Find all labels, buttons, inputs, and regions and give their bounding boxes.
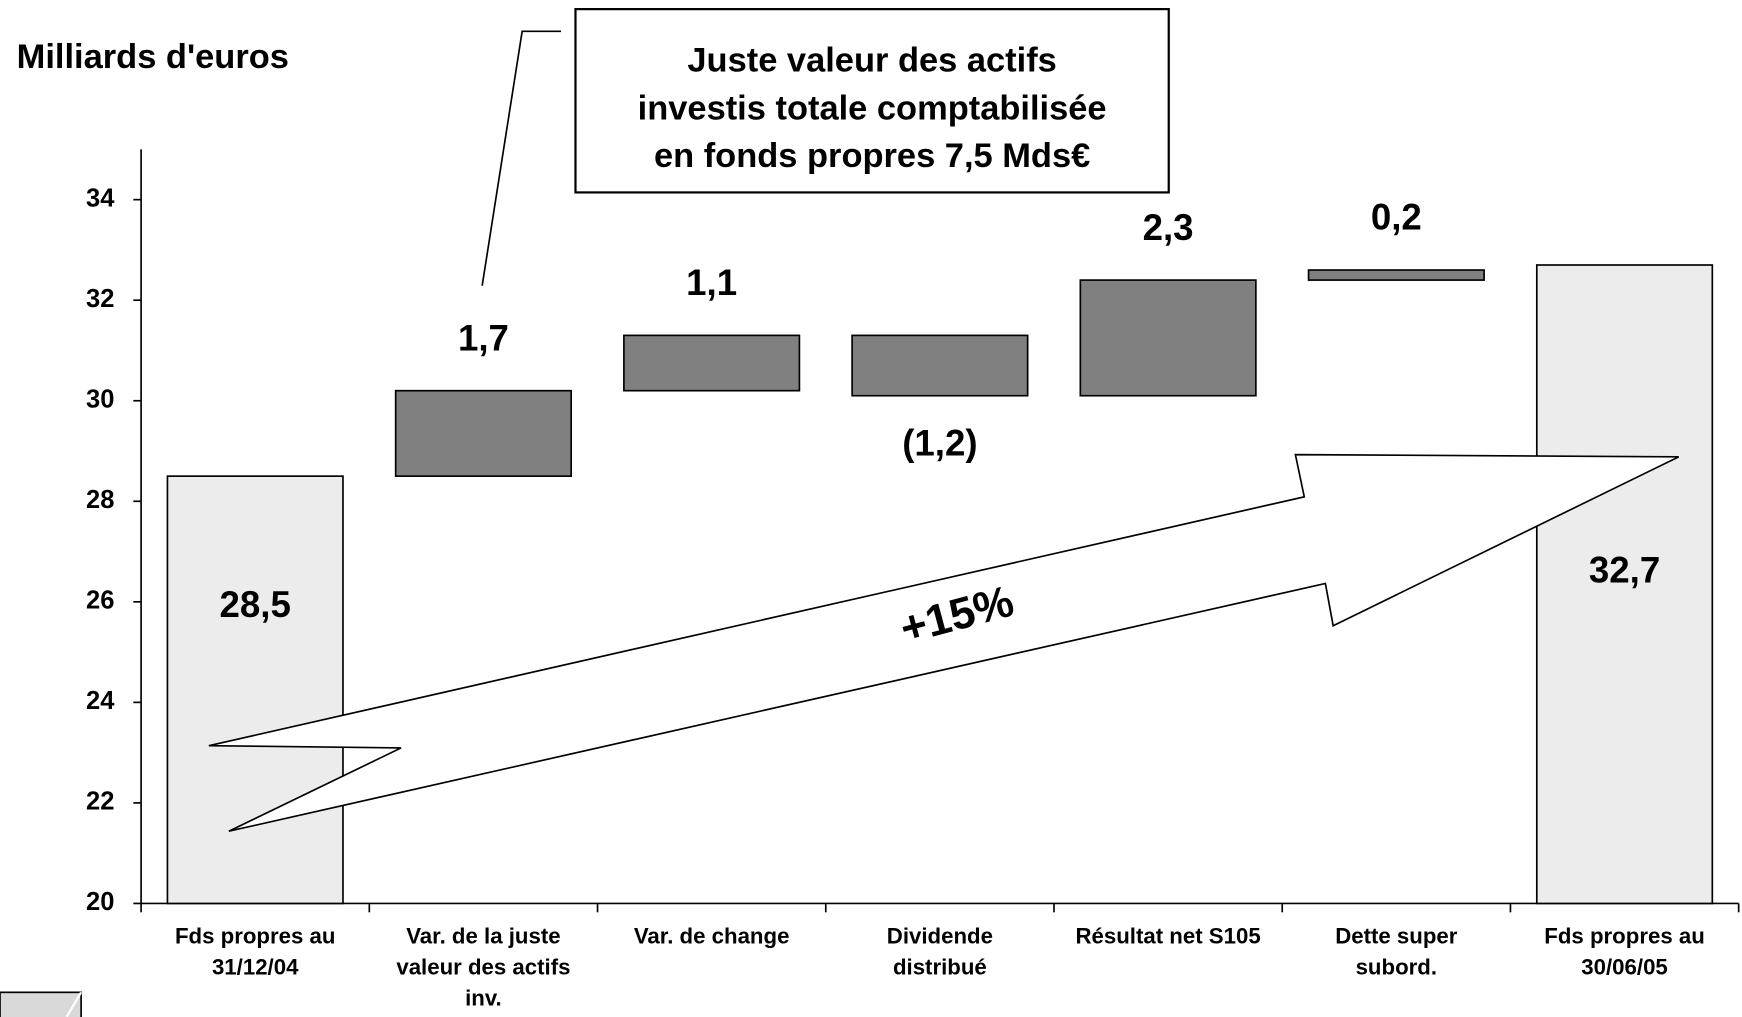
delta-bar	[1307, 269, 1485, 281]
y-tick-label: 28	[86, 486, 114, 514]
value-label: 1,1	[686, 262, 737, 303]
x-tick-label: Dette super subord.	[1335, 924, 1458, 981]
x-tick-label: Var. de la juste valeur des actifs inv.	[396, 924, 571, 1012]
y-tick-label: 20	[86, 888, 114, 916]
delta-bar	[851, 334, 1029, 397]
y-axis-title: Milliards d'euros	[17, 38, 289, 76]
x-tick-label: Résultat net S105	[1075, 924, 1261, 949]
callout-line: en fonds propres 7,5 Mds€	[654, 137, 1090, 175]
x-label-box: Var. de change	[633, 924, 790, 949]
x-tick-label: Var. de change	[633, 924, 790, 949]
delta-bar	[394, 389, 573, 477]
x-label-box: Var. de la juste valeur des actifs inv.	[396, 924, 571, 1012]
legend-fragment-edge	[65, 991, 83, 1017]
y-tick-label: 32	[86, 285, 114, 313]
y-tick-label: 34	[86, 184, 115, 212]
value-label: 32,7	[1589, 550, 1660, 591]
delta-bar	[1079, 279, 1257, 397]
y-tick-label: 30	[86, 385, 114, 413]
x-label-box: Fds propres au 31/12/04	[174, 924, 336, 981]
legend-fragment	[0, 991, 82, 1017]
callout-line: Juste valeur des actifs	[687, 42, 1056, 80]
x-label-box: Résultat net S105	[1075, 924, 1261, 949]
value-label: (1,2)	[902, 422, 977, 463]
value-label: 0,2	[1371, 197, 1422, 238]
y-tick-label: 24	[86, 687, 115, 715]
callout-box	[574, 8, 1170, 194]
x-label-box: Dette super subord.	[1335, 924, 1458, 981]
growth-arrow	[208, 453, 1680, 833]
value-label: 28,5	[220, 584, 291, 625]
x-tick-label: Fds propres au 31/12/04	[174, 924, 336, 981]
callout-leader	[481, 30, 562, 286]
x-tick-label: Dividende distribué	[886, 924, 993, 981]
delta-bar	[623, 334, 801, 392]
value-label: 2,3	[1143, 207, 1194, 248]
callout-line: investis totale comptabilisée	[638, 89, 1107, 127]
x-label-box: Dividende distribué	[886, 924, 993, 981]
total-bar	[166, 475, 344, 905]
total-bar	[1535, 264, 1714, 905]
plot: 20 22 24 26 28 30 32 34 Fds propres au 31/12/04 V…	[86, 149, 1740, 1012]
x-label-box: Fds propres au 30/06/05	[1544, 924, 1705, 981]
value-label: 1,7	[458, 317, 509, 358]
y-tick-label: 22	[86, 788, 114, 816]
y-tick-label: 26	[86, 587, 114, 615]
x-tick-label: Fds propres au 30/06/05	[1544, 924, 1705, 981]
